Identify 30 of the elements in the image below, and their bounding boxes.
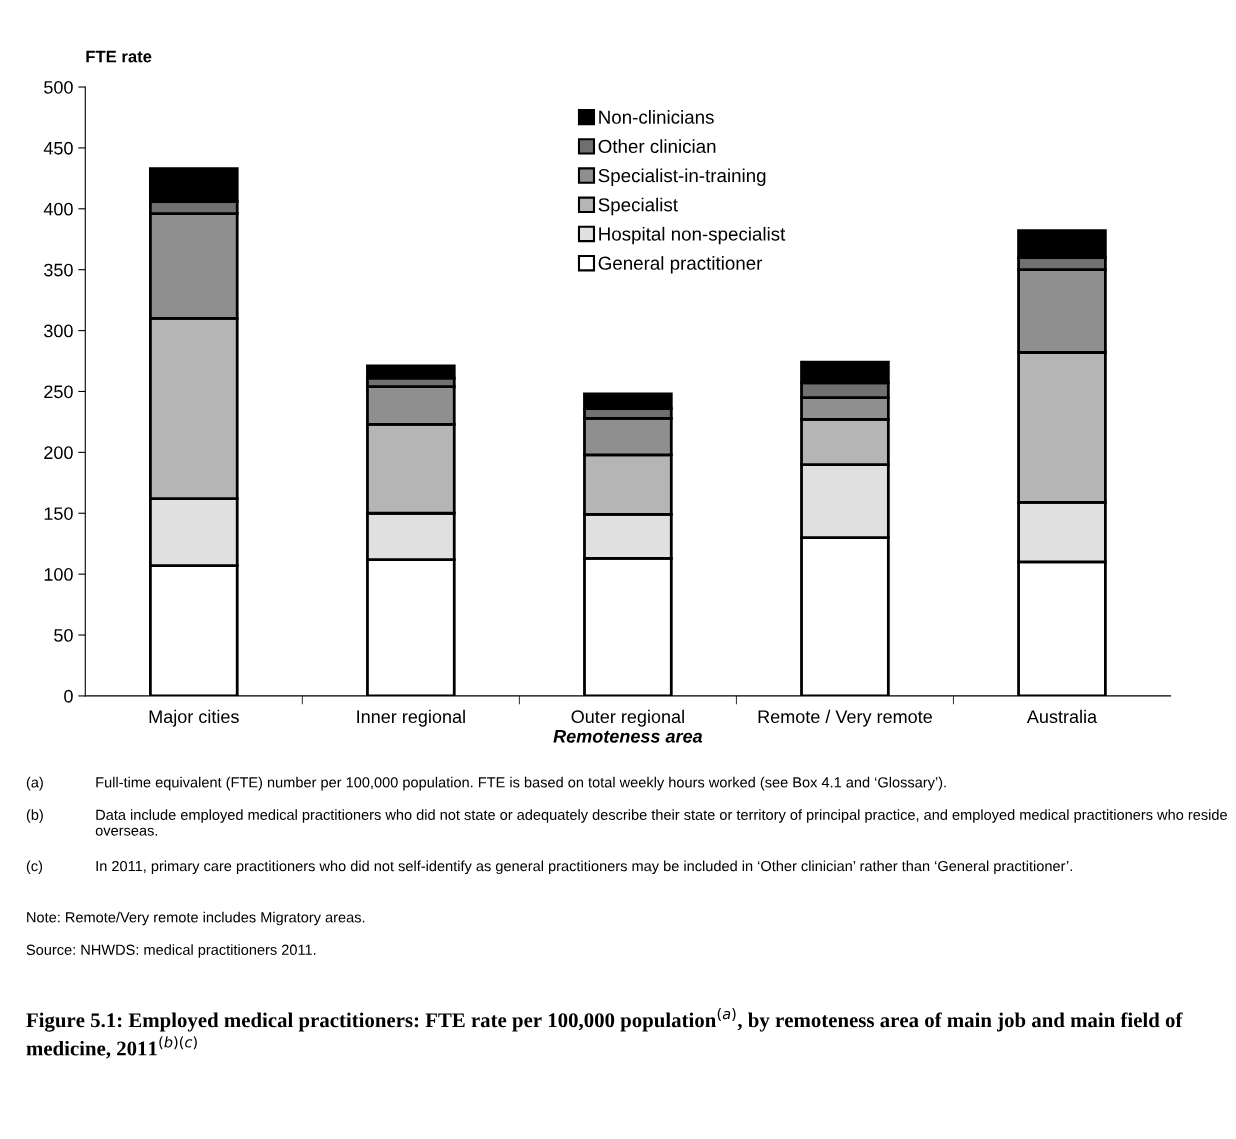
text: (b) Data include employed medical practitioners who did not state or adequately describe their state or territory of principal practice, and employed medical practitioners who reside overseas. <box>26 809 1227 836</box>
text: Note: Remote/Very remote includes Migratory areas. <box>27 911 365 926</box>
x-tick-label: Outer regional <box>571 709 684 727</box>
y-tick-label: 250 <box>44 385 73 399</box>
y-axis-title: FTE rate <box>86 50 152 63</box>
chart-title: Figure 5.1: Employed medical practitioners: FTE rate per 100,000 population$^{(a)}$, by remoteness area of main job and main field of medicine, 2011$^{(b)(c)}$ <box>26 1008 1183 1059</box>
text: (c) In 2011, primary care practitioners who did not self-identify as general practitioners may be included in ‘Other clinician’ rather than ‘General practitioner’. <box>26 860 1072 875</box>
y-tick-label: 350 <box>44 263 73 277</box>
x-tick-label: Major cities <box>149 709 239 727</box>
legend-label: General practitioner <box>598 256 763 274</box>
y-tick-label: 100 <box>44 568 73 581</box>
y-tick-label: 150 <box>44 507 73 520</box>
x-axis-title: Remoteness area <box>553 730 703 743</box>
y-tick-label: 200 <box>44 446 73 460</box>
legend-label: Hospital non-specialist <box>599 226 786 245</box>
y-tick-label: 300 <box>44 324 73 338</box>
y-tick-label: 400 <box>43 202 73 216</box>
legend-label: Specialist <box>598 197 678 216</box>
y-tick-label: 500 <box>44 80 73 94</box>
source-note: Source: NHWDS: medical practitioners 2011. <box>26 944 316 958</box>
x-tick-label: Australia <box>1026 709 1098 724</box>
legend-label: Non-clinicians <box>599 110 714 124</box>
x-tick-label: Inner regional <box>357 709 465 727</box>
y-tick-label: 0 <box>64 689 73 703</box>
legend-label: Other clinician <box>598 139 716 154</box>
text: (a) Full-time equivalent (FTE) number per 100,000 population. FTE is based on total weekly hours worked (see Box 4.1 and ‘Glossary’). <box>26 776 946 791</box>
x-tick-label: Remote / Very remote <box>758 709 932 727</box>
y-tick-label: 450 <box>43 141 73 155</box>
legend-label: Specialist-in-training <box>598 168 766 186</box>
y-tick-label: 50 <box>54 628 73 642</box>
